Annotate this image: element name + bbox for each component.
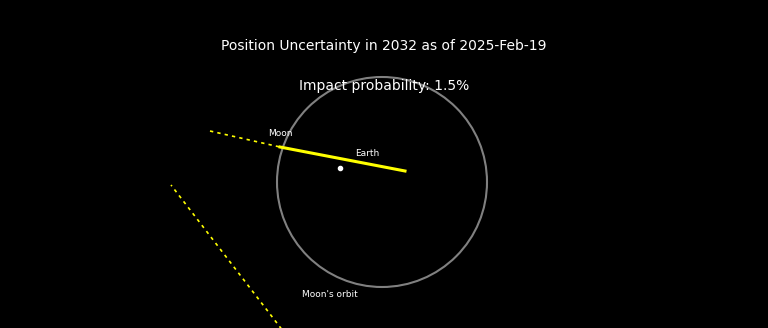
Text: Earth: Earth — [355, 149, 379, 158]
Text: Position Uncertainty in 2032 as of 2025-Feb-19: Position Uncertainty in 2032 as of 2025-… — [221, 39, 547, 53]
Text: Moon: Moon — [268, 129, 293, 138]
Text: Impact probability: 1.5%: Impact probability: 1.5% — [299, 79, 469, 93]
Text: Moon's orbit: Moon's orbit — [302, 290, 358, 299]
